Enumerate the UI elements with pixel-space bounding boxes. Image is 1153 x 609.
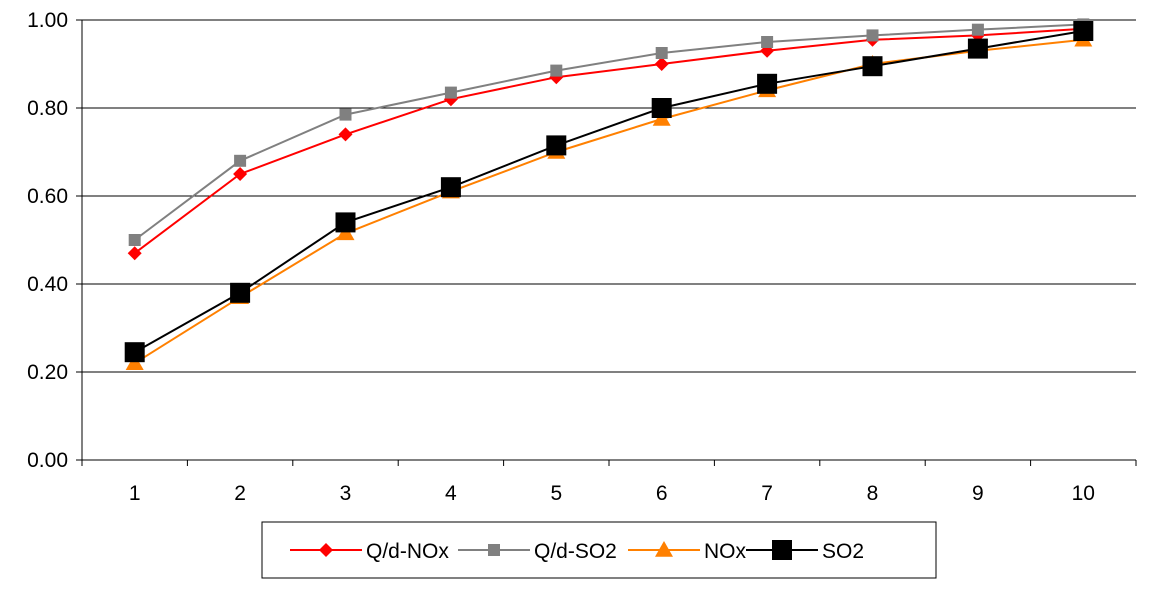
data-point: [234, 154, 247, 167]
x-tick-label: 7: [761, 482, 773, 505]
series-line: [134, 23, 1084, 241]
legend-marker: [772, 540, 792, 560]
series-Q/d-SO2: [128, 18, 1090, 246]
data-point: [444, 86, 457, 99]
data-point: [967, 38, 988, 59]
data-point: [128, 234, 141, 246]
data-point: [862, 56, 883, 77]
data-point: [1073, 21, 1094, 41]
legend-entry: SO2: [746, 540, 864, 563]
x-tick-label: 10: [1072, 482, 1095, 505]
data-point: [127, 246, 142, 261]
x-tick-label: 4: [445, 482, 457, 505]
data-point: [971, 23, 984, 36]
data-point: [233, 167, 248, 181]
series-NOx: [125, 30, 1093, 370]
x-tick-label: 8: [867, 482, 879, 505]
data-point: [338, 127, 353, 142]
data-point: [440, 177, 461, 198]
y-tick-label: 0.60: [27, 185, 68, 208]
y-tick-label: 1.00: [27, 9, 68, 32]
data-point: [339, 108, 352, 121]
data-point: [651, 98, 672, 118]
series-line: [134, 27, 1084, 254]
data-point: [335, 212, 356, 233]
legend-label: SO2: [822, 540, 864, 563]
data-point: [655, 47, 668, 59]
axes: 0.00 0.20 0.40 0.60 0.80 1.00 1 2 3 4 5 6 7 8 9 10: [27, 9, 1137, 505]
data-point: [230, 282, 251, 303]
data-point: [124, 342, 145, 363]
x-tick-label: 2: [234, 482, 246, 505]
data-point: [757, 73, 778, 94]
legend-marker: [488, 544, 500, 556]
series-line: [134, 38, 1084, 365]
series-Q/d-NOx: [127, 21, 1091, 261]
series-SO2: [124, 21, 1094, 363]
legend-entry: Q/d-NOx: [290, 540, 449, 563]
x-tick-label: 6: [656, 482, 668, 505]
legend-marker: [655, 541, 673, 557]
x-tick-label: 1: [129, 482, 141, 505]
data-point: [654, 57, 669, 71]
grid-lines: [82, 19, 1136, 373]
legend-label: Q/d-NOx: [366, 540, 449, 563]
x-tick-label: 5: [550, 482, 562, 505]
legend-box: [261, 521, 937, 579]
legend-entry: NOx: [628, 540, 747, 563]
x-tick-label: 9: [972, 482, 984, 505]
legend-marker: [319, 543, 333, 557]
data-point: [550, 64, 563, 77]
y-tick-label: 0.20: [27, 361, 68, 384]
x-tick-label: 3: [340, 482, 352, 505]
legend-label: NOx: [704, 540, 747, 563]
data-point: [866, 29, 879, 42]
y-tick-label: 0.80: [27, 97, 68, 120]
series-group: [124, 18, 1094, 370]
legend: Q/d-NOx Q/d-SO2 NOx SO2: [261, 521, 937, 579]
series-line: [134, 30, 1084, 354]
data-point: [546, 135, 567, 156]
legend-label: Q/d-SO2: [534, 540, 617, 563]
legend-entry: Q/d-SO2: [458, 540, 617, 563]
data-point: [761, 36, 774, 48]
y-tick-label: 0.00: [27, 449, 68, 472]
y-tick-label: 0.40: [27, 273, 68, 296]
